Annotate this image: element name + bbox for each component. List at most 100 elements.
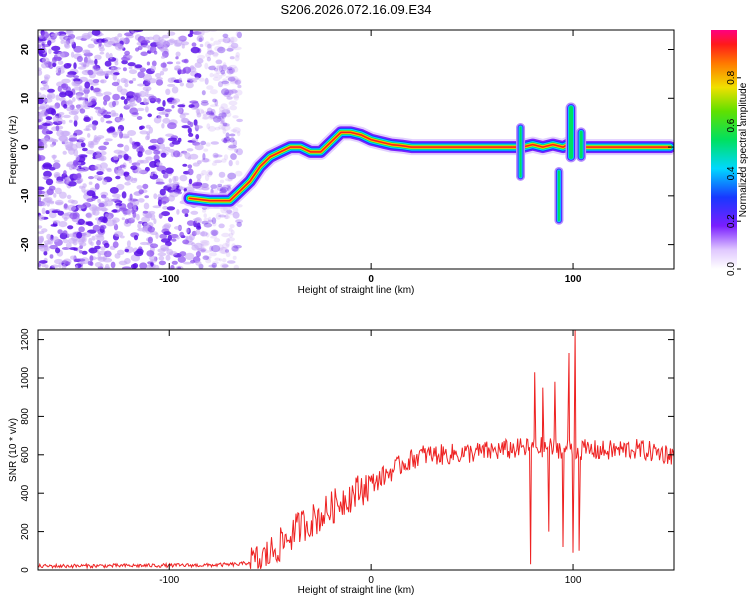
noise-speck: [222, 33, 229, 38]
noise-speck: [105, 213, 110, 218]
noise-speck: [223, 215, 231, 220]
noise-speck: [63, 63, 72, 69]
noise-speck: [192, 31, 202, 35]
noise-speck: [82, 147, 88, 152]
noise-speck: [201, 230, 205, 237]
noise-speck: [105, 138, 113, 142]
noise-speck: [57, 120, 63, 125]
noise-speck: [177, 256, 186, 263]
noise-speck: [84, 49, 91, 53]
noise-speck: [132, 144, 138, 150]
noise-speck: [88, 123, 95, 128]
noise-speck: [233, 264, 239, 269]
noise-speck: [149, 243, 159, 249]
noise-speck: [188, 132, 194, 137]
noise-speck: [221, 264, 229, 268]
noise-speck: [113, 149, 123, 154]
noise-speck: [219, 119, 224, 125]
noise-speck: [51, 264, 59, 268]
noise-speck: [57, 56, 62, 61]
noise-speck: [98, 39, 102, 47]
noise-speck: [222, 258, 227, 263]
noise-speck: [81, 62, 90, 68]
noise-speck: [98, 145, 107, 151]
noise-speck: [232, 78, 239, 83]
noise-speck: [42, 122, 51, 126]
noise-speck: [216, 65, 224, 71]
y-tick-label: 0: [20, 144, 31, 150]
noise-speck: [209, 104, 219, 108]
noise-speck: [228, 159, 233, 167]
noise-speck: [195, 229, 201, 235]
noise-speck: [218, 65, 223, 72]
noise-speck: [202, 113, 209, 120]
noise-speck: [222, 62, 227, 70]
noise-speck: [221, 80, 229, 85]
noise-speck: [236, 148, 243, 156]
noise-speck: [123, 153, 129, 161]
noise-speck: [111, 198, 120, 202]
noise-speck: [199, 77, 205, 82]
noise-speck: [230, 129, 238, 133]
noise-speck: [84, 100, 93, 107]
noise-speck: [66, 163, 72, 168]
y-tick-label: 1000: [20, 366, 31, 389]
noise-speck: [84, 81, 91, 89]
noise-speckles: [38, 30, 244, 269]
noise-speck: [84, 92, 89, 99]
noise-speck: [206, 123, 211, 130]
noise-speck: [200, 140, 207, 146]
noise-speck: [231, 243, 236, 250]
noise-speck: [92, 209, 100, 216]
noise-speck: [232, 211, 240, 219]
noise-speck: [167, 216, 174, 222]
noise-speck: [137, 83, 145, 87]
noise-speck: [96, 219, 101, 225]
noise-speck: [148, 95, 157, 102]
noise-speck: [79, 185, 83, 189]
noise-speck: [73, 119, 78, 127]
noise-speck: [79, 108, 86, 114]
noise-speck: [127, 202, 134, 210]
noise-speck: [145, 88, 149, 95]
noise-speck: [47, 88, 55, 93]
noise-speck: [102, 70, 111, 74]
noise-speck: [221, 72, 226, 77]
noise-speck: [136, 162, 141, 168]
noise-speck: [207, 219, 214, 223]
colorbar-tick-label: 0.6: [726, 118, 737, 132]
noise-speck: [87, 260, 93, 266]
noise-speck: [78, 226, 85, 233]
noise-speck: [155, 144, 161, 150]
noise-speck: [226, 68, 234, 75]
noise-speck: [61, 78, 71, 84]
noise-speck: [121, 191, 127, 199]
noise-speck: [206, 110, 214, 116]
noise-speck: [209, 89, 218, 95]
noise-speck: [54, 199, 64, 206]
noise-speck: [52, 154, 56, 161]
noise-speck: [227, 40, 234, 44]
noise-speck: [197, 178, 201, 183]
noise-speck: [226, 209, 232, 215]
noise-speck: [222, 82, 230, 86]
noise-speck: [55, 68, 65, 75]
noise-speck: [218, 112, 227, 118]
colorbar-tick-label: 0.0: [726, 262, 737, 276]
noise-speck: [128, 69, 138, 75]
noise-speck: [196, 58, 204, 64]
noise-speck: [124, 50, 130, 56]
noise-speck: [191, 242, 196, 247]
noise-speck: [237, 130, 241, 137]
noise-speck: [126, 55, 133, 59]
noise-speck: [186, 220, 195, 227]
noise-speck: [141, 44, 151, 49]
noise-speck: [162, 117, 171, 124]
noise-speck: [62, 239, 69, 244]
noise-speck: [191, 42, 197, 47]
noise-speck: [195, 251, 201, 258]
noise-speck: [133, 250, 144, 257]
noise-speck: [204, 77, 209, 85]
noise-speck: [209, 245, 214, 252]
noise-speck: [210, 108, 216, 116]
